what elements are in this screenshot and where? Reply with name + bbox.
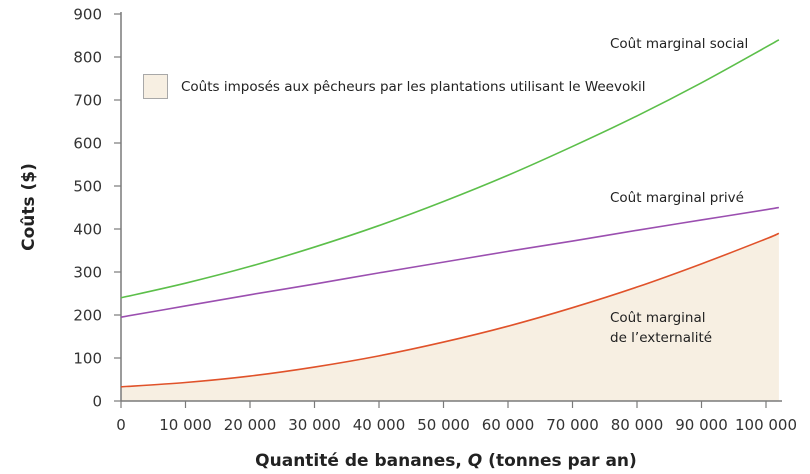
externality-cost-area [121, 233, 779, 401]
y-tick-label: 900 [73, 6, 102, 24]
externality-curve-label-line1: Coût marginal [610, 310, 705, 326]
y-axis-ticks: 0 100 200 300 400 500 600 700 800 900 [73, 6, 121, 411]
social-curve-label: Coût marginal social [610, 36, 748, 52]
legend-label: Coûts imposés aux pêcheurs par les plant… [181, 79, 646, 95]
y-tick-label: 500 [73, 178, 102, 196]
x-axis-title-unit: (tonnes par an) [482, 451, 637, 471]
x-axis-title-variable: Q [468, 451, 482, 471]
y-tick-label: 300 [73, 264, 102, 282]
x-tick-label: 100 000 [735, 416, 797, 434]
private-curve-label: Coût marginal privé [610, 190, 744, 206]
x-tick-label: 70 000 [546, 416, 599, 434]
x-tick-label: 90 000 [675, 416, 728, 434]
x-tick-label: 10 000 [159, 416, 212, 434]
x-tick-label: 30 000 [288, 416, 341, 434]
externality-curve-label-line2: de l’externalité [610, 330, 712, 346]
social-marginal-cost-curve [120, 39, 780, 299]
x-axis-ticks: 0 10 000 20 000 30 000 40 000 50 000 60 000 70 … [116, 401, 797, 434]
x-tick-label: 80 000 [611, 416, 664, 434]
x-tick-label: 20 000 [224, 416, 277, 434]
y-tick-label: 100 [73, 350, 102, 368]
y-tick-label: 700 [73, 92, 102, 110]
private-marginal-cost-curve [120, 206, 780, 318]
x-tick-label: 50 000 [417, 416, 470, 434]
externality-marginal-cost-curve [120, 232, 780, 388]
legend-swatch [143, 74, 168, 99]
y-tick-label: 400 [73, 221, 102, 239]
axes: 0 100 200 300 400 500 600 700 800 900 0 10 000 20 0… [73, 6, 797, 435]
y-tick-label: 800 [73, 49, 102, 67]
legend: Coûts imposés aux pêcheurs par les plant… [143, 74, 646, 99]
y-tick-label: 200 [73, 307, 102, 325]
x-axis-title-main: Quantité de bananes, [255, 451, 468, 471]
x-tick-label: 40 000 [353, 416, 406, 434]
x-axis-title: Quantité de bananes, Q (tonnes par an) [255, 451, 637, 471]
y-axis-title: Coûts ($) [19, 163, 39, 251]
y-tick-label: 0 [92, 393, 102, 411]
x-tick-label: 0 [116, 416, 126, 434]
x-tick-label: 60 000 [482, 416, 535, 434]
y-tick-label: 600 [73, 135, 102, 153]
